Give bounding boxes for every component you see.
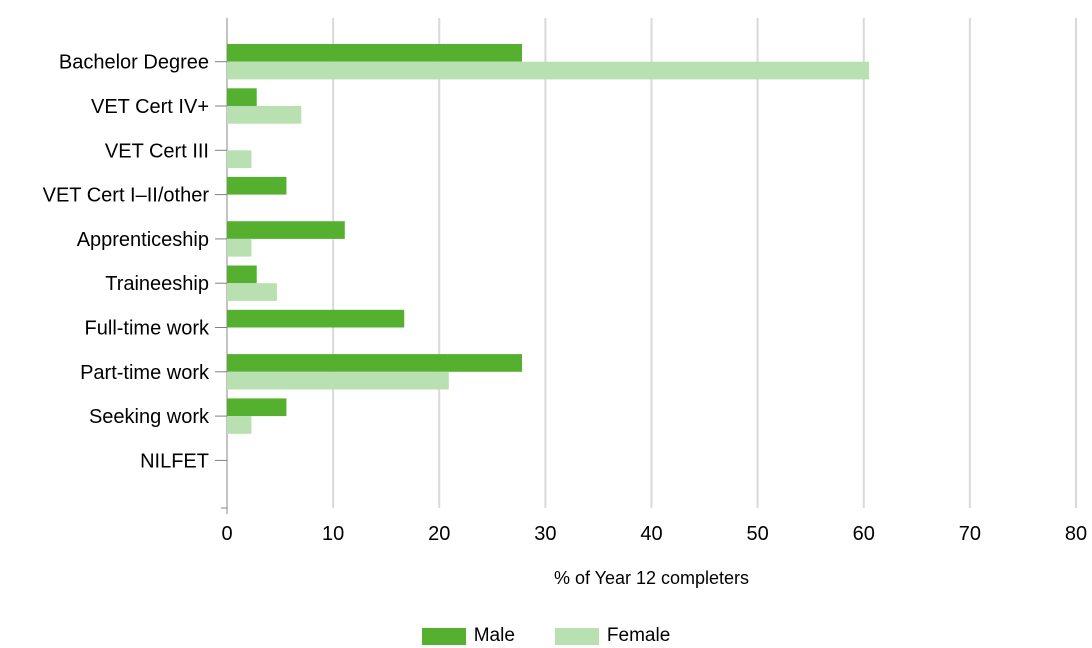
legend-label-male: Male — [473, 625, 515, 646]
x-tick-label: 10 — [322, 523, 344, 545]
y-tick-label: Bachelor Degree — [59, 52, 209, 74]
bar-female — [227, 61, 870, 80]
y-tick-label: Part-time work — [80, 362, 210, 384]
x-tick-label: 30 — [534, 523, 556, 545]
bar-female — [227, 371, 449, 390]
x-tick-label: 50 — [747, 523, 769, 545]
x-tick-label: 80 — [1065, 523, 1087, 545]
y-tick-label: VET Cert III — [105, 140, 209, 162]
legend-item-male: Male — [421, 625, 515, 647]
bar-male — [227, 221, 345, 239]
bar-female — [227, 238, 252, 257]
bar-male — [227, 44, 523, 62]
x-tick-label: 70 — [959, 523, 981, 545]
x-axis-title: % of Year 12 completers — [554, 568, 749, 588]
y-tick-label: Seeking work — [89, 406, 210, 428]
legend-label-female: Female — [606, 625, 671, 646]
x-tick-label: 20 — [428, 523, 450, 545]
legend-item-female: Female — [554, 625, 671, 647]
x-tick-label: 0 — [221, 523, 232, 545]
y-tick-label: VET Cert IV+ — [91, 96, 209, 118]
bar-female — [227, 150, 252, 168]
y-tick-label: NILFET — [140, 450, 209, 472]
y-tick-label: Apprenticeship — [77, 229, 209, 251]
x-tick-label: 60 — [853, 523, 875, 545]
legend-swatch-male — [421, 627, 466, 645]
y-tick-label: VET Cert I–II/other — [43, 185, 210, 207]
bar-male — [227, 309, 405, 328]
bar-male — [227, 88, 257, 106]
bar-female — [227, 106, 302, 124]
bar-male — [227, 398, 287, 417]
y-tick-label: Traineeship — [105, 273, 209, 295]
legend: Male Female — [0, 624, 1092, 648]
legend-swatch-female — [554, 627, 599, 645]
bar-female — [227, 416, 252, 434]
bar-male — [227, 354, 523, 372]
bar-chart: Bachelor Degree VET Cert IV+ VET Cert III V… — [43, 18, 1087, 588]
x-tick-label: 40 — [640, 523, 662, 545]
bar-male — [227, 265, 257, 284]
bar-male — [227, 176, 287, 195]
bar-female — [227, 283, 277, 301]
y-tick-label: Full-time work — [85, 318, 210, 340]
